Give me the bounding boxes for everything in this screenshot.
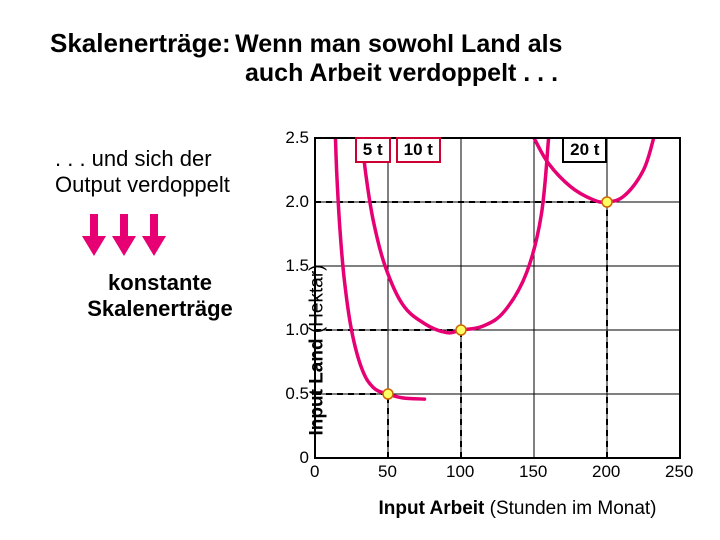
x-tick-label: 100 <box>446 462 474 482</box>
down-arrow-icon <box>80 214 108 256</box>
x-tick-label: 200 <box>592 462 620 482</box>
title-rest-1: Wenn man sowohl Land als <box>235 30 562 58</box>
isoquant-label: 20 t <box>562 137 607 163</box>
x-tick-label: 150 <box>519 462 547 482</box>
title-rest-2: auch Arbeit verdoppelt . . . <box>245 59 558 87</box>
y-axis-label: Input Land (Hektar) <box>307 265 329 436</box>
page-title: Skalenerträge: Wenn man sowohl Land als … <box>50 28 690 88</box>
x-tick-label: 0 <box>310 462 319 482</box>
conclusion-l1: konstante <box>108 270 212 295</box>
x-axis-label: Input Arbeit (Stunden im Monat) <box>305 498 720 520</box>
down-arrow-icon <box>110 214 138 256</box>
isoquant-chart: Input Land (Hektar) 0 0.5 1.0 1.5 2.0 2.5 0 50 1… <box>260 118 700 518</box>
y-tick-label: 0 <box>300 448 309 468</box>
y-tick-label: 2.0 <box>285 192 309 212</box>
y-tick-label: 1.0 <box>285 320 309 340</box>
y-tick-label: 1.5 <box>285 256 309 276</box>
arrows-row <box>80 214 168 256</box>
x-tick-label: 250 <box>665 462 693 482</box>
y-tick-label: 0.5 <box>285 384 309 404</box>
isoquant-label: 5 t <box>355 137 391 163</box>
title-lead: Skalenerträge: <box>50 28 231 58</box>
isoquant-label: 10 t <box>396 137 441 163</box>
down-arrow-icon <box>140 214 168 256</box>
x-tick-label: 50 <box>378 462 397 482</box>
conclusion: konstante Skalenerträge <box>60 270 260 322</box>
subtitle-text: . . . und sich der Output verdoppelt <box>55 146 275 198</box>
conclusion-l2: Skalenerträge <box>87 296 233 321</box>
y-tick-label: 2.5 <box>285 128 309 148</box>
